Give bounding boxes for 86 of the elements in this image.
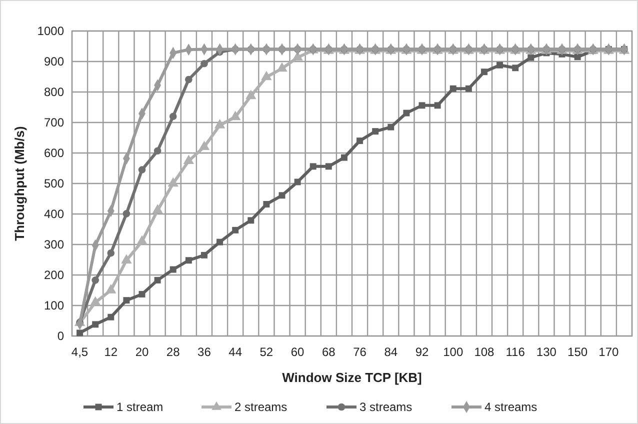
- x-tick-label: 84: [384, 345, 398, 359]
- point: [198, 140, 210, 150]
- legend-label: 1 stream: [116, 400, 164, 414]
- point: [154, 276, 161, 284]
- point: [450, 85, 456, 92]
- x-axis-title: Window Size TCP [KB]: [282, 370, 422, 385]
- point: [121, 254, 132, 264]
- y-tick-label: 0: [57, 329, 64, 344]
- y-tick-label: 800: [44, 85, 64, 100]
- x-tick-label: 108: [474, 345, 495, 359]
- point: [185, 257, 192, 264]
- point: [310, 163, 316, 170]
- point: [216, 238, 224, 246]
- y-tick-label: 900: [44, 54, 64, 69]
- x-tick-label: 28: [166, 345, 180, 359]
- point: [465, 85, 472, 92]
- x-tick-label: 100: [443, 345, 464, 359]
- y-tick-label: 700: [44, 116, 64, 130]
- point: [528, 54, 534, 61]
- x-tick-label: 44: [228, 345, 242, 359]
- x-tick-label: 68: [322, 345, 336, 359]
- point: [90, 296, 101, 306]
- y-tick-label: 300: [44, 238, 64, 252]
- point: [200, 252, 208, 258]
- x-tick-label: 92: [415, 345, 429, 359]
- y-tick-label: 600: [44, 146, 64, 160]
- point: [248, 217, 254, 224]
- point: [278, 192, 286, 199]
- point: [403, 110, 410, 116]
- point: [340, 154, 348, 161]
- y-tick-label: 400: [44, 207, 64, 222]
- y-tick-label: 500: [44, 176, 64, 191]
- legend-label: 4 streams: [484, 400, 538, 414]
- point: [122, 210, 130, 218]
- point: [92, 321, 99, 328]
- point: [512, 64, 519, 72]
- point: [123, 297, 130, 304]
- point: [170, 266, 176, 273]
- point: [496, 62, 504, 68]
- x-tick-label: 60: [290, 345, 305, 359]
- x-tick-label: 170: [598, 345, 619, 359]
- point: [276, 62, 288, 72]
- point: [92, 276, 99, 284]
- point: [294, 178, 301, 186]
- point: [152, 204, 163, 214]
- x-tick-label: 150: [568, 345, 588, 359]
- legend-label: 2 streams: [234, 400, 288, 414]
- point: [138, 290, 146, 298]
- point: [185, 76, 192, 84]
- point: [263, 201, 270, 208]
- legend-label: 3 streams: [360, 400, 412, 414]
- x-tick-label: 20: [135, 345, 149, 359]
- x-tick-label: 12: [104, 345, 118, 359]
- point: [418, 102, 426, 109]
- x-tick-label: 4,5: [71, 345, 88, 359]
- x-tick-label: 52: [260, 345, 274, 359]
- point: [480, 68, 488, 76]
- point: [434, 102, 441, 109]
- point: [232, 226, 239, 234]
- point: [200, 60, 208, 68]
- point: [574, 54, 581, 60]
- point: [388, 124, 394, 130]
- point: [76, 330, 84, 336]
- y-axis-title: Throughput (Mb/s): [12, 126, 27, 241]
- y-tick-label: 100: [44, 298, 64, 313]
- point: [168, 177, 178, 187]
- point: [154, 147, 162, 155]
- point: [372, 128, 379, 135]
- point: [325, 163, 332, 170]
- point: [356, 138, 364, 144]
- y-tick-label: 1000: [37, 24, 64, 38]
- x-tick-label: 36: [198, 345, 212, 359]
- point: [246, 90, 256, 100]
- point: [169, 112, 177, 120]
- point: [108, 314, 114, 320]
- point: [136, 235, 148, 245]
- point: [107, 249, 115, 257]
- point: [106, 284, 116, 294]
- x-tick-label: 130: [536, 345, 557, 359]
- x-tick-label: 76: [353, 345, 367, 359]
- point: [183, 154, 194, 164]
- point: [138, 166, 146, 174]
- point: [261, 70, 272, 80]
- y-tick-label: 200: [44, 268, 64, 282]
- x-tick-label: 116: [506, 345, 526, 359]
- point: [214, 119, 226, 128]
